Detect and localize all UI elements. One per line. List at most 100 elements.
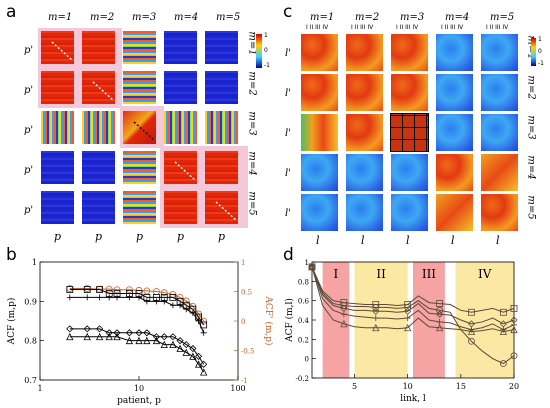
data-point <box>105 329 113 337</box>
x-axis-label: l <box>316 234 320 247</box>
region-shade <box>455 262 514 378</box>
y-tick-label: 0.8 <box>24 337 37 346</box>
x-axis-label: p <box>95 230 103 243</box>
matrix-cell <box>205 31 238 64</box>
matrix-cell <box>436 114 473 151</box>
x-axis-label: p <box>218 230 226 243</box>
data-point <box>83 332 91 341</box>
data-point <box>96 325 104 333</box>
y-tick-label: 0.7 <box>24 376 37 385</box>
data-point <box>404 304 412 311</box>
row-axis-label: p' <box>24 85 34 96</box>
matrix-cell <box>41 151 74 184</box>
data-point <box>467 327 476 335</box>
matrix-cell <box>123 71 156 104</box>
data-point <box>189 310 196 317</box>
data-point <box>200 360 208 368</box>
col-header: m=4 <box>445 12 470 23</box>
data-point <box>194 360 203 368</box>
plot-frame <box>39 261 239 381</box>
row-axis-label: l' <box>285 208 291 219</box>
row-axis-label: l' <box>285 168 291 179</box>
data-point <box>66 332 74 341</box>
y-tick-label-right: -0.5 <box>241 348 255 356</box>
matrix-cell <box>301 194 338 231</box>
data-point <box>66 286 74 293</box>
series-line <box>311 266 515 325</box>
region-label: I <box>334 267 339 281</box>
matrix-cell <box>481 74 518 111</box>
row-header: m=5 <box>246 191 258 216</box>
matrix-cell <box>390 113 429 152</box>
x-tick-label: 15 <box>456 382 466 391</box>
panel-label-d: d <box>283 245 294 265</box>
data-point <box>195 318 202 324</box>
matrix-cell <box>41 191 74 224</box>
matrix-cell <box>205 71 238 104</box>
matrix-cell <box>164 31 197 64</box>
matrix-cell <box>123 31 156 64</box>
x-axis-label: l <box>361 234 365 247</box>
panel-a-row-labels: p' p' p' p' p' <box>24 30 38 230</box>
data-point <box>143 287 151 295</box>
y-tick-label: 0.6 <box>298 298 310 306</box>
matrix-cell <box>346 194 383 231</box>
matrix-cell <box>481 114 518 151</box>
roman-tick: I II III IV <box>486 24 509 31</box>
row-header: m=3 <box>525 115 537 140</box>
data-point <box>435 323 444 332</box>
data-point <box>404 315 411 322</box>
data-point <box>66 294 73 301</box>
x-tick-label: 10 <box>134 384 144 393</box>
y-tick-label: -0.2 <box>296 375 310 383</box>
roman-tick: I II III IV <box>441 24 464 31</box>
matrix-cell <box>301 34 338 71</box>
data-point <box>510 305 518 312</box>
data-point <box>436 306 443 314</box>
y-tick-label: 1 <box>32 258 37 267</box>
data-point <box>182 341 190 349</box>
col-header: m=3 <box>400 12 425 23</box>
matrix-cell <box>123 191 156 224</box>
matrix-cell <box>164 71 197 104</box>
series-line <box>69 328 205 365</box>
data-point <box>161 298 168 305</box>
matrix-cell <box>436 154 473 191</box>
data-point <box>200 329 207 336</box>
data-point <box>308 262 316 271</box>
row-axis-label: p' <box>24 165 34 176</box>
row-axis-label: p' <box>24 45 34 56</box>
row-header: m=4 <box>525 155 537 180</box>
data-point <box>510 325 518 334</box>
matrix-cell <box>41 111 74 144</box>
data-point <box>114 294 121 301</box>
x-axis-title: link, l <box>400 394 426 404</box>
data-point <box>135 329 143 337</box>
y-tick-label: 0.9 <box>24 297 37 306</box>
y-tick-label: 0.2 <box>298 336 309 344</box>
y-axis-title: ACF (m,p) <box>6 298 17 346</box>
roman-tick: I II III IV <box>351 24 374 31</box>
data-point <box>135 336 143 345</box>
data-point <box>499 308 507 316</box>
data-point <box>177 302 184 309</box>
data-point <box>152 333 160 341</box>
data-point <box>106 294 113 301</box>
data-point <box>169 340 177 348</box>
panel-a-col-headers: m=1 m=2 m=3 m=4 m=5 <box>38 12 253 26</box>
panel-c-row-labels: l' l' l' l' l' <box>285 34 297 234</box>
x-axis-label: l <box>451 234 455 247</box>
data-point <box>83 286 91 293</box>
series-line <box>69 336 205 373</box>
roman-tick: I II III IV <box>306 24 329 31</box>
matrix-cell <box>301 74 338 111</box>
data-point <box>404 323 412 332</box>
data-point <box>126 286 133 294</box>
data-point <box>309 263 315 270</box>
matrix-cell <box>346 74 383 111</box>
colorbar-tick: 1 <box>264 32 268 39</box>
series-line <box>311 266 515 365</box>
row-axis-label: p' <box>24 205 34 216</box>
x-axis-label: l <box>406 234 410 247</box>
data-point <box>125 329 133 337</box>
